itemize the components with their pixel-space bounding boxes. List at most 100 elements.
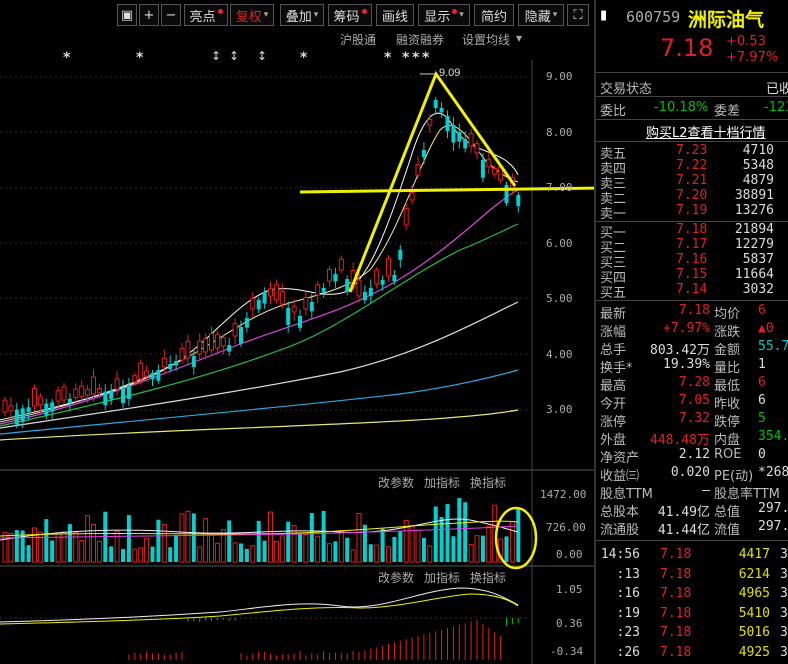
candle[interactable]	[445, 116, 450, 132]
vol-edit-params-link[interactable]: 改参数	[378, 476, 415, 490]
candle[interactable]	[250, 298, 256, 310]
candle[interactable]	[179, 348, 185, 361]
candle[interactable]	[256, 300, 261, 310]
candle[interactable]	[492, 168, 498, 175]
candle[interactable]	[91, 376, 96, 395]
candle[interactable]	[451, 125, 456, 143]
toolbar-draw-button[interactable]: 画线	[376, 4, 414, 26]
candle[interactable]	[427, 119, 433, 126]
candle[interactable]	[209, 333, 214, 351]
candle[interactable]	[174, 361, 179, 366]
event-marker[interactable]: *	[402, 50, 410, 66]
candle[interactable]	[220, 337, 226, 347]
margin-trading-link[interactable]: 融资融券	[396, 33, 445, 47]
candle[interactable]	[214, 334, 220, 349]
candle[interactable]	[338, 258, 344, 271]
zoom-in-button[interactable]: +	[139, 4, 159, 26]
candle[interactable]	[55, 390, 61, 402]
candle[interactable]	[227, 345, 232, 352]
ma-settings-link[interactable]: 设置均线	[462, 33, 511, 47]
event-marker[interactable]: *	[136, 50, 144, 66]
candle[interactable]	[433, 100, 438, 108]
candle[interactable]	[356, 279, 362, 297]
toolbar-chips-button[interactable]: 筹码	[328, 4, 372, 26]
event-marker[interactable]: *	[412, 50, 420, 66]
candle[interactable]	[486, 159, 492, 168]
candle[interactable]	[79, 385, 85, 397]
candle[interactable]	[392, 275, 397, 282]
tick-row[interactable]: 14:56 7.18 4417 3	[600, 547, 788, 563]
candle[interactable]	[156, 370, 161, 381]
event-marker[interactable]: *	[300, 50, 308, 66]
order-book-row[interactable]: 卖一 7.19 13276	[600, 203, 788, 222]
event-marker[interactable]: *	[63, 50, 71, 66]
candle[interactable]	[457, 132, 462, 142]
candle[interactable]	[244, 318, 249, 328]
candle[interactable]	[279, 291, 285, 305]
candle[interactable]	[2, 399, 8, 413]
order-book-row[interactable]: 买四 7.15 11664	[600, 267, 788, 286]
level2-upgrade-link[interactable]: 购买L2查看十档行情	[646, 126, 766, 141]
macd-add-indicator-link[interactable]: 加指标	[424, 571, 461, 585]
candle[interactable]	[61, 386, 67, 401]
toolbar-display-button[interactable]: 显示 ▾	[418, 4, 470, 26]
candle[interactable]	[268, 288, 273, 297]
candle[interactable]	[321, 288, 326, 293]
candle[interactable]	[161, 357, 167, 368]
candle[interactable]	[345, 279, 350, 292]
tick-row[interactable]: :23 7.18 5016 3	[600, 625, 788, 641]
candle[interactable]	[150, 373, 155, 380]
toolbar-adjust-button[interactable]: 复权 ▾	[230, 4, 274, 26]
event-marker[interactable]: *	[422, 50, 430, 66]
candle[interactable]	[168, 364, 173, 370]
vol-switch-indicator-link[interactable]: 换指标	[470, 476, 507, 490]
candle[interactable]	[474, 143, 480, 154]
candle[interactable]	[439, 108, 444, 113]
candle[interactable]	[8, 405, 14, 412]
candle[interactable]	[37, 396, 43, 406]
candle[interactable]	[85, 388, 91, 396]
candle[interactable]	[73, 388, 79, 399]
candle[interactable]	[126, 385, 131, 399]
candle[interactable]	[421, 150, 426, 158]
toolbar-simple-button[interactable]: 简约	[474, 4, 514, 26]
candle[interactable]	[327, 268, 332, 282]
candle[interactable]	[504, 185, 509, 203]
toolbar-hide-button[interactable]: 隐藏 ▾	[518, 4, 564, 26]
order-book-row[interactable]: 买一 7.18 21894	[600, 222, 788, 241]
candle[interactable]	[50, 402, 55, 412]
macd-edit-params-link[interactable]: 改参数	[378, 571, 415, 585]
candle[interactable]	[409, 191, 415, 201]
candle[interactable]	[368, 288, 373, 297]
candle[interactable]	[315, 284, 321, 296]
zoom-out-button[interactable]: −	[161, 4, 181, 26]
candle[interactable]	[480, 160, 485, 178]
event-marker[interactable]: ↕	[211, 49, 222, 63]
candle[interactable]	[239, 327, 243, 344]
candle[interactable]	[32, 388, 37, 407]
candle[interactable]	[121, 388, 125, 404]
candle[interactable]	[197, 340, 203, 355]
tick-row[interactable]: :13 7.18 6214 3	[600, 567, 788, 583]
candle[interactable]	[232, 323, 238, 337]
order-book-row[interactable]: 买二 7.17 12279	[600, 237, 788, 256]
pane-divider[interactable]	[594, 0, 596, 664]
candle[interactable]	[374, 269, 380, 285]
hk-connect-link[interactable]: 沪股通	[340, 33, 377, 47]
candle[interactable]	[20, 408, 25, 422]
order-book-row[interactable]: 卖三 7.21 4879	[600, 173, 788, 192]
layout-icon[interactable]: ▣	[117, 4, 137, 26]
candle[interactable]	[14, 409, 19, 425]
candle[interactable]	[262, 292, 267, 304]
candle[interactable]	[415, 164, 421, 176]
collapse-icon[interactable]: ▮	[600, 8, 608, 23]
candle[interactable]	[286, 308, 291, 325]
order-book-row[interactable]: 买三 7.16 5837	[600, 252, 788, 271]
candle[interactable]	[67, 398, 72, 404]
event-marker[interactable]: ↕	[229, 49, 240, 63]
candle[interactable]	[468, 133, 474, 147]
order-book-row[interactable]: 卖五 7.23 4710	[600, 143, 788, 162]
candle[interactable]	[398, 250, 403, 260]
tick-row[interactable]: :16 7.18 4965 3	[600, 586, 788, 602]
candle[interactable]	[386, 258, 391, 277]
